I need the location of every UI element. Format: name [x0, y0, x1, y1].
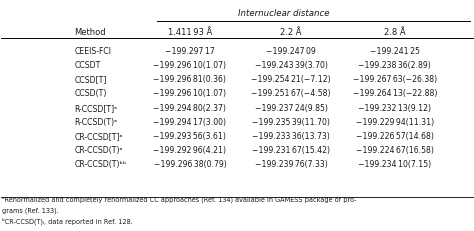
Text: 1.411 93 Å: 1.411 93 Å	[168, 28, 212, 37]
Text: 2.2 Å: 2.2 Å	[281, 28, 302, 37]
Text: ᵃRenormalized and completely renormalized CC approaches (Ref. 134) available in : ᵃRenormalized and completely renormalize…	[2, 196, 357, 203]
Text: −199.229 94(11.31): −199.229 94(11.31)	[356, 118, 434, 127]
Text: R-CCSD[T]ᵃ: R-CCSD[T]ᵃ	[74, 104, 118, 113]
Text: −199.233 36(13.73): −199.233 36(13.73)	[252, 132, 330, 141]
Text: −199.247 09: −199.247 09	[266, 47, 316, 56]
Text: −199.226 57(14.68): −199.226 57(14.68)	[356, 132, 434, 141]
Text: −199.234 10(7.15): −199.234 10(7.15)	[358, 160, 431, 169]
Text: −199.254 21(−7.12): −199.254 21(−7.12)	[251, 75, 331, 84]
Text: ᵇCR-CCSD(T)ₗ, data reported in Ref. 128.: ᵇCR-CCSD(T)ₗ, data reported in Ref. 128.	[2, 217, 133, 225]
Text: −199.237 24(9.85): −199.237 24(9.85)	[255, 104, 328, 113]
Text: CCSD(T): CCSD(T)	[74, 89, 107, 98]
Text: −199.297 17: −199.297 17	[165, 47, 215, 56]
Text: −199.296 10(1.07): −199.296 10(1.07)	[154, 61, 227, 70]
Text: 2.8 Å: 2.8 Å	[384, 28, 406, 37]
Text: CCSD[T]: CCSD[T]	[74, 75, 107, 84]
Text: R-CCSD(T)ᵃ: R-CCSD(T)ᵃ	[74, 118, 118, 127]
Text: CCSDT: CCSDT	[74, 61, 101, 70]
Text: −199.239 76(7.33): −199.239 76(7.33)	[255, 160, 328, 169]
Text: −199.251 67(−4.58): −199.251 67(−4.58)	[251, 89, 331, 98]
Text: −199.235 39(11.70): −199.235 39(11.70)	[252, 118, 330, 127]
Text: −199.293 56(3.61): −199.293 56(3.61)	[154, 132, 226, 141]
Text: CEEIS-FCI: CEEIS-FCI	[74, 47, 111, 56]
Text: −199.294 17(3.00): −199.294 17(3.00)	[154, 118, 227, 127]
Text: −199.231 67(15.42): −199.231 67(15.42)	[252, 146, 330, 155]
Text: −199.296 38(0.79): −199.296 38(0.79)	[154, 160, 226, 169]
Text: −199.224 67(16.58): −199.224 67(16.58)	[356, 146, 434, 155]
Text: −199.232 13(9.12): −199.232 13(9.12)	[358, 104, 431, 113]
Text: −199.296 81(0.36): −199.296 81(0.36)	[154, 75, 226, 84]
Text: −199.294 80(2.37): −199.294 80(2.37)	[154, 104, 226, 113]
Text: −199.264 13(−22.88): −199.264 13(−22.88)	[353, 89, 437, 98]
Text: CR-CCSD(T)ᵃ: CR-CCSD(T)ᵃ	[74, 146, 123, 155]
Text: CR-CCSD[T]ᵃ: CR-CCSD[T]ᵃ	[74, 132, 123, 141]
Text: −199.296 10(1.07): −199.296 10(1.07)	[154, 89, 227, 98]
Text: −199.241 25: −199.241 25	[370, 47, 420, 56]
Text: −199.292 96(4.21): −199.292 96(4.21)	[154, 146, 227, 155]
Text: grams (Ref. 133).: grams (Ref. 133).	[2, 208, 59, 214]
Text: −199.267 63(−26.38): −199.267 63(−26.38)	[353, 75, 437, 84]
Text: CR-CCSD(T)ᵇᵇ: CR-CCSD(T)ᵇᵇ	[74, 160, 127, 169]
Text: Internuclear distance: Internuclear distance	[238, 9, 330, 18]
Text: −199.243 39(3.70): −199.243 39(3.70)	[255, 61, 328, 70]
Text: Method: Method	[74, 28, 106, 37]
Text: −199.238 36(2.89): −199.238 36(2.89)	[358, 61, 431, 70]
